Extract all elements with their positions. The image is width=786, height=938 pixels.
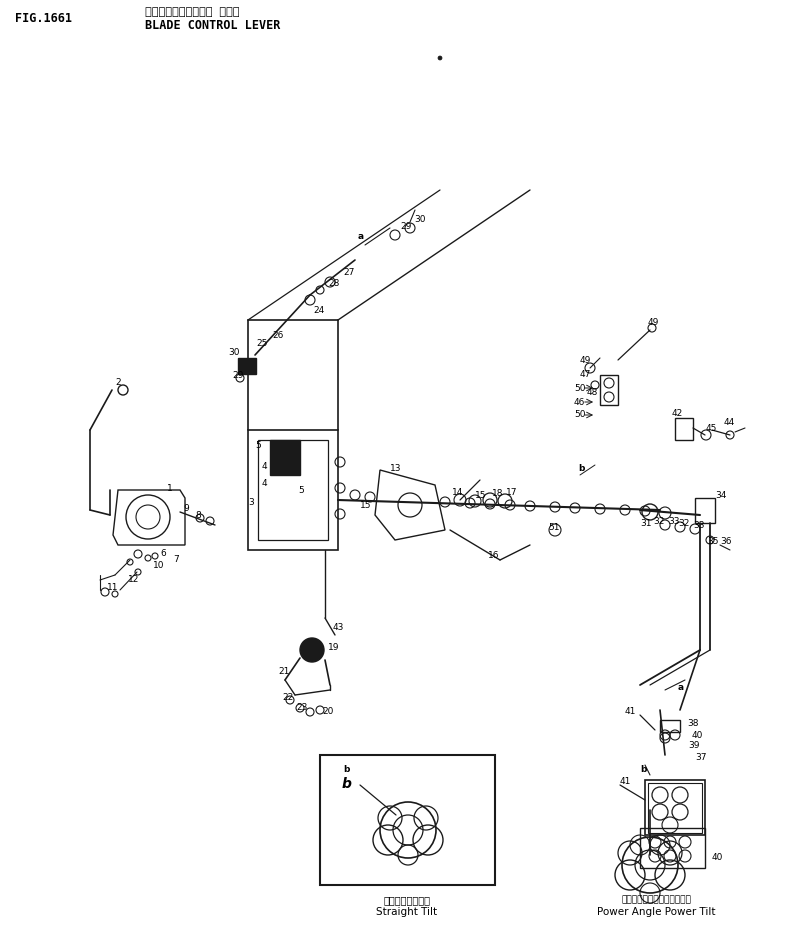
Text: BLADE CONTROL LEVER: BLADE CONTROL LEVER	[145, 19, 281, 32]
Bar	[238, 358, 256, 374]
Text: 46: 46	[574, 398, 586, 406]
Text: 19: 19	[328, 643, 340, 652]
Text: 25: 25	[256, 339, 267, 347]
Text: 35: 35	[707, 537, 718, 547]
Text: 15: 15	[360, 501, 372, 509]
Text: 44: 44	[724, 417, 735, 427]
Text: b: b	[640, 765, 646, 775]
Text: 41: 41	[625, 707, 637, 717]
Bar	[640, 828, 705, 868]
Text: 31: 31	[640, 519, 652, 527]
Text: 33: 33	[668, 518, 680, 526]
Text: 7: 7	[173, 555, 178, 565]
Text: 5: 5	[255, 441, 261, 449]
Bar	[600, 375, 618, 405]
Text: 8: 8	[195, 511, 200, 521]
Text: 23: 23	[296, 703, 307, 712]
Text: 24: 24	[313, 306, 325, 314]
Text: 40: 40	[712, 854, 723, 863]
Text: 37: 37	[695, 753, 707, 763]
Text: 41: 41	[620, 778, 631, 786]
Text: 27: 27	[343, 267, 354, 277]
Text: 32: 32	[678, 520, 689, 528]
Text: 43: 43	[333, 624, 344, 632]
Text: 49: 49	[580, 356, 591, 365]
Text: パワーアングルパワーチルト: パワーアングルパワーチルト	[621, 896, 691, 904]
Text: 50: 50	[574, 410, 586, 418]
Text: 26: 26	[272, 330, 284, 340]
Text: 15: 15	[475, 491, 487, 500]
Text: 13: 13	[390, 463, 402, 473]
Text: b: b	[578, 463, 584, 473]
Bar	[270, 440, 300, 475]
Text: FIG.1661: FIG.1661	[15, 11, 72, 24]
Text: 20: 20	[322, 707, 333, 717]
Text: 45: 45	[706, 423, 718, 432]
Text: 17: 17	[506, 488, 517, 496]
Text: 3: 3	[248, 497, 254, 507]
Bar	[695, 498, 715, 523]
Text: 33: 33	[693, 522, 704, 531]
Bar	[648, 783, 702, 833]
Text: 30: 30	[414, 215, 425, 223]
Text: b: b	[343, 764, 349, 774]
Text: 5: 5	[298, 486, 303, 494]
Text: 4: 4	[262, 478, 267, 488]
Circle shape	[300, 638, 324, 662]
Text: 51: 51	[548, 523, 560, 533]
Text: ブレードコントロール レバー: ブレードコントロール レバー	[145, 7, 240, 17]
Text: 1: 1	[167, 483, 173, 492]
Bar	[660, 720, 680, 732]
Text: 36: 36	[720, 537, 732, 547]
Bar	[645, 780, 705, 835]
Text: 29: 29	[232, 371, 244, 380]
Text: 21: 21	[278, 668, 289, 676]
Text: 6: 6	[160, 549, 166, 557]
Text: 28: 28	[328, 279, 340, 288]
Text: 47: 47	[580, 370, 591, 379]
Bar	[675, 418, 693, 440]
Text: 10: 10	[153, 561, 164, 569]
Text: 34: 34	[715, 491, 726, 500]
Text: 9: 9	[183, 504, 189, 512]
Text: 30: 30	[228, 347, 240, 356]
Text: 29: 29	[400, 221, 411, 231]
Text: 32: 32	[653, 517, 664, 525]
Text: 50: 50	[574, 384, 586, 392]
Text: 18: 18	[492, 489, 504, 497]
Bar	[320, 755, 495, 885]
Text: b: b	[342, 777, 352, 791]
Text: 2: 2	[115, 377, 120, 386]
Text: 22: 22	[282, 692, 293, 702]
Text: 40: 40	[692, 731, 703, 739]
Text: ストレートチルト: ストレートチルト	[384, 895, 431, 905]
Circle shape	[240, 359, 254, 373]
Text: 12: 12	[128, 574, 139, 583]
Text: a: a	[678, 684, 684, 692]
Text: 4: 4	[262, 461, 267, 471]
Text: a: a	[358, 232, 364, 240]
Text: Power Angle Power Tilt: Power Angle Power Tilt	[597, 907, 715, 917]
Text: 48: 48	[587, 387, 598, 397]
Bar	[248, 430, 338, 550]
Text: Straight Tilt: Straight Tilt	[376, 907, 438, 917]
Text: 39: 39	[688, 740, 700, 749]
Bar	[258, 440, 328, 540]
Text: 16: 16	[488, 552, 499, 561]
Circle shape	[438, 56, 442, 60]
Text: 14: 14	[452, 488, 464, 496]
Text: 38: 38	[687, 719, 699, 728]
Text: 49: 49	[648, 317, 659, 326]
Text: 11: 11	[107, 582, 119, 592]
Text: 42: 42	[672, 409, 683, 417]
